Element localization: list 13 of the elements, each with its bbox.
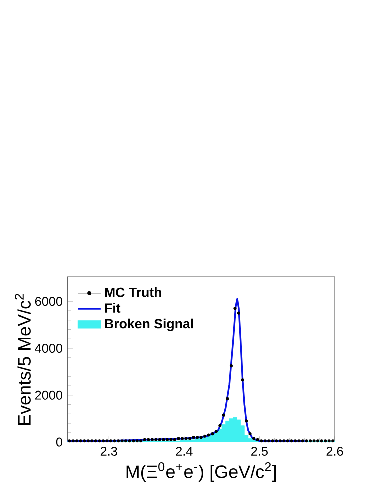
legend-label: MC Truth [105,288,162,298]
y-tick-label: 2000 [35,390,62,400]
x-tick-label: 2.3 [100,447,118,456]
x-tick-label: 2.4 [176,447,193,456]
legend-label: Broken Signal [105,318,194,332]
x-tick-label: 2.5 [252,447,268,456]
y-tick-label: 6000 [35,297,62,306]
legend-label: Fit [105,303,121,313]
x-tick-label: 2.6 [326,447,344,456]
y-tick-label: 0 [56,438,62,447]
text: M(Ξ$^{0}$e$^{+}$e$^{-}$) [GeV/c$^{2}$] [126,462,276,482]
y-axis-title: Events/5 MeV/c$^{2}$ [15,294,31,426]
y-tick-label: 4000 [35,344,62,353]
